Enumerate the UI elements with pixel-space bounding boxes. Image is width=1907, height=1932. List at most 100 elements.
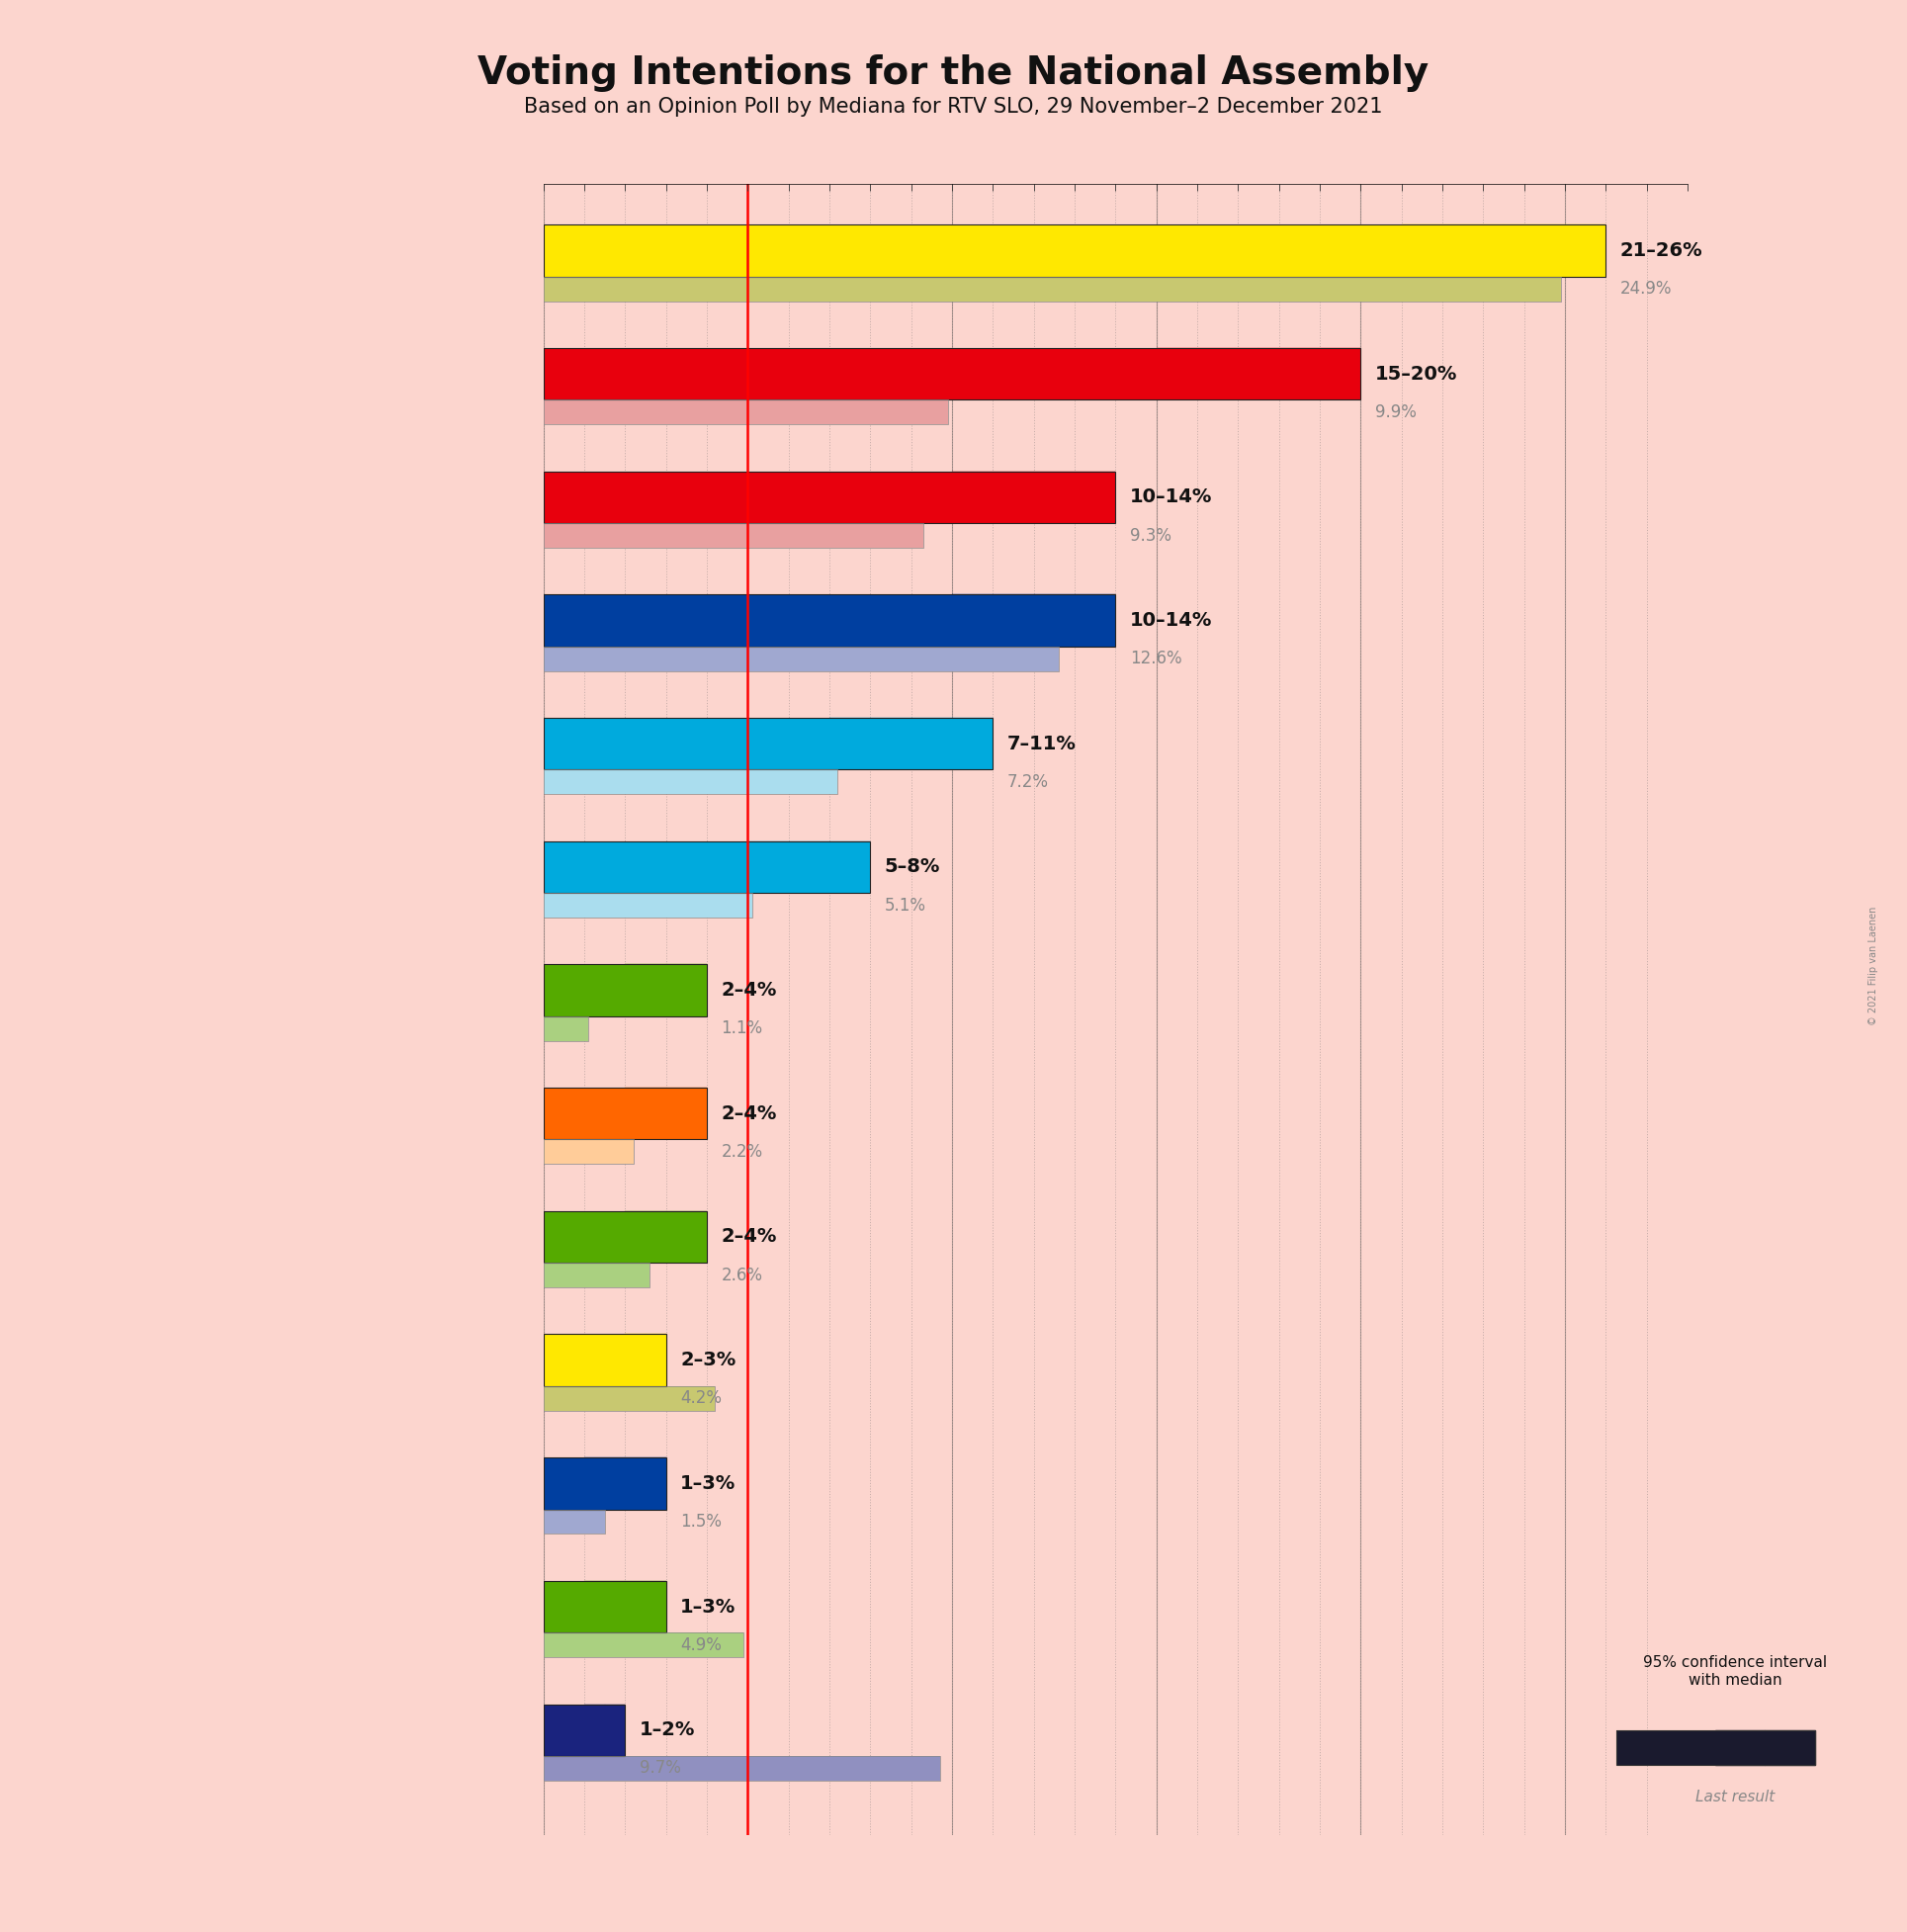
Bar (543, 719, 830, 769)
Bar (1505, 224, 1606, 276)
Bar (830, 719, 912, 769)
Bar (543, 595, 1116, 647)
Bar (543, 1016, 589, 1041)
Bar (543, 400, 948, 425)
Text: 24.9%: 24.9% (1621, 280, 1672, 298)
Text: 2.2%: 2.2% (721, 1144, 763, 1161)
Text: 2–4%: 2–4% (721, 1227, 776, 1246)
Bar (543, 893, 751, 918)
Bar (543, 1264, 650, 1287)
Bar (543, 1756, 940, 1781)
Bar (1617, 1731, 1716, 1766)
Bar (625, 1457, 666, 1509)
Text: 2–3%: 2–3% (681, 1350, 736, 1370)
Bar (543, 1580, 584, 1633)
Bar (809, 840, 870, 893)
Bar (543, 1088, 707, 1140)
Bar (543, 647, 1058, 670)
Text: 2–4%: 2–4% (721, 1105, 776, 1122)
Bar (584, 1580, 625, 1633)
Bar (543, 1385, 715, 1410)
Text: 12.6%: 12.6% (1129, 649, 1182, 668)
Bar (543, 1335, 625, 1385)
Bar (543, 1457, 666, 1509)
Bar (543, 1633, 744, 1658)
Bar (605, 1704, 625, 1756)
Text: © 2021 Filip van Laenen: © 2021 Filip van Laenen (1869, 906, 1878, 1026)
Bar (1766, 1731, 1815, 1766)
Bar (543, 1756, 940, 1781)
Bar (543, 1457, 584, 1509)
Bar (543, 1140, 633, 1165)
Bar (1034, 595, 1116, 647)
Bar (666, 964, 707, 1016)
Bar (543, 276, 1562, 301)
Text: 1–2%: 1–2% (639, 1721, 696, 1739)
Bar (543, 769, 837, 794)
Bar (543, 964, 625, 1016)
Bar (543, 1264, 650, 1287)
Bar (543, 224, 1606, 276)
Text: 9.9%: 9.9% (1375, 404, 1417, 421)
Bar (584, 1704, 605, 1756)
Text: 21–26%: 21–26% (1621, 242, 1703, 261)
Bar (543, 348, 1156, 400)
Bar (543, 1509, 605, 1534)
Bar (543, 1088, 625, 1140)
Bar (912, 719, 994, 769)
Bar (543, 524, 923, 549)
Text: 7–11%: 7–11% (1007, 734, 1076, 753)
Bar (543, 1704, 584, 1756)
Bar (625, 1580, 666, 1633)
Bar (625, 1088, 666, 1140)
Bar (543, 524, 923, 549)
Bar (543, 276, 1562, 301)
Bar (1156, 348, 1259, 400)
Bar (543, 1140, 633, 1165)
Bar (543, 1633, 744, 1658)
Bar (952, 471, 1034, 524)
Bar (748, 840, 809, 893)
Bar (1259, 348, 1362, 400)
Bar (543, 224, 1402, 276)
Bar (666, 1211, 707, 1264)
Text: 9.3%: 9.3% (1129, 527, 1171, 545)
Text: 95% confidence interval
with median: 95% confidence interval with median (1644, 1656, 1827, 1687)
Bar (1617, 1731, 1815, 1766)
Text: Last result: Last result (1695, 1791, 1775, 1804)
Bar (543, 471, 952, 524)
Text: 1.1%: 1.1% (721, 1020, 763, 1037)
Bar (952, 595, 1034, 647)
Bar (543, 1509, 605, 1534)
Bar (543, 1211, 625, 1264)
Text: Based on an Opinion Poll by Mediana for RTV SLO, 29 November–2 December 2021: Based on an Opinion Poll by Mediana for … (524, 97, 1383, 116)
Bar (543, 400, 948, 425)
Text: 15–20%: 15–20% (1375, 365, 1457, 383)
Bar (625, 1335, 646, 1385)
Text: 7.2%: 7.2% (1007, 773, 1049, 790)
Text: 9.7%: 9.7% (639, 1760, 681, 1777)
Bar (543, 893, 751, 918)
Bar (584, 1457, 625, 1509)
Bar (1402, 224, 1505, 276)
Bar (543, 964, 707, 1016)
Text: 4.9%: 4.9% (681, 1636, 721, 1654)
Bar (543, 1211, 707, 1264)
Bar (1716, 1731, 1766, 1766)
Bar (543, 471, 1116, 524)
Bar (625, 1211, 666, 1264)
Bar (543, 840, 870, 893)
Bar (543, 1016, 589, 1041)
Text: 2–4%: 2–4% (721, 981, 776, 999)
Bar (543, 1580, 666, 1633)
Bar (543, 769, 837, 794)
Bar (646, 1335, 666, 1385)
Bar (543, 1385, 715, 1410)
Text: 10–14%: 10–14% (1129, 489, 1213, 506)
Bar (543, 647, 1058, 670)
Text: Voting Intentions for the National Assembly: Voting Intentions for the National Assem… (479, 54, 1428, 91)
Bar (543, 595, 952, 647)
Text: 5.1%: 5.1% (885, 896, 927, 914)
Bar (1034, 471, 1116, 524)
Text: 1–3%: 1–3% (681, 1474, 736, 1493)
